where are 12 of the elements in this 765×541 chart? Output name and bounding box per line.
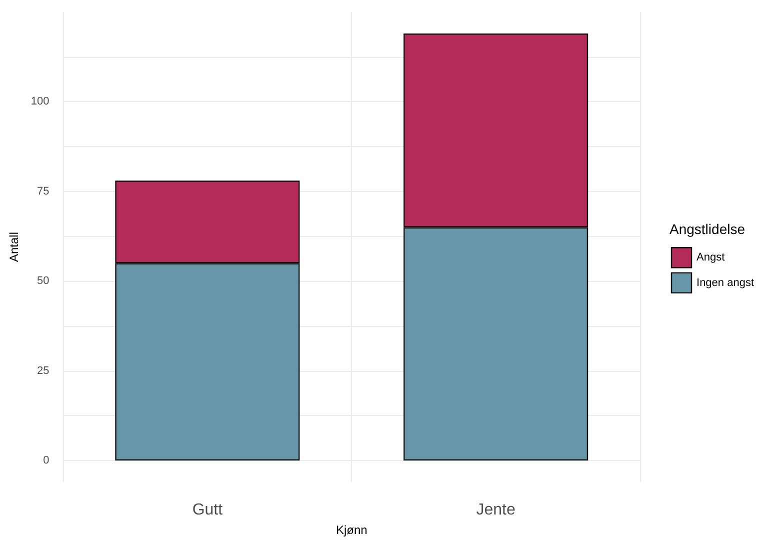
x-axis-title: Kjønn xyxy=(336,523,368,537)
legend-label: Angst xyxy=(696,252,725,264)
legend-title: Angstlidelse xyxy=(670,221,746,237)
y-tick-label: 0 xyxy=(43,454,50,466)
y-axis-title: Antall xyxy=(7,232,21,262)
legend-label: Ingen angst xyxy=(696,276,754,289)
y-tick-label: 50 xyxy=(37,275,50,288)
x-tick-label: Jente xyxy=(476,502,516,518)
y-tick-label: 75 xyxy=(37,185,50,198)
y-tick-label: 100 xyxy=(30,96,50,108)
y-tick-label: 25 xyxy=(37,364,50,377)
x-tick-label: Gutt xyxy=(192,502,224,518)
